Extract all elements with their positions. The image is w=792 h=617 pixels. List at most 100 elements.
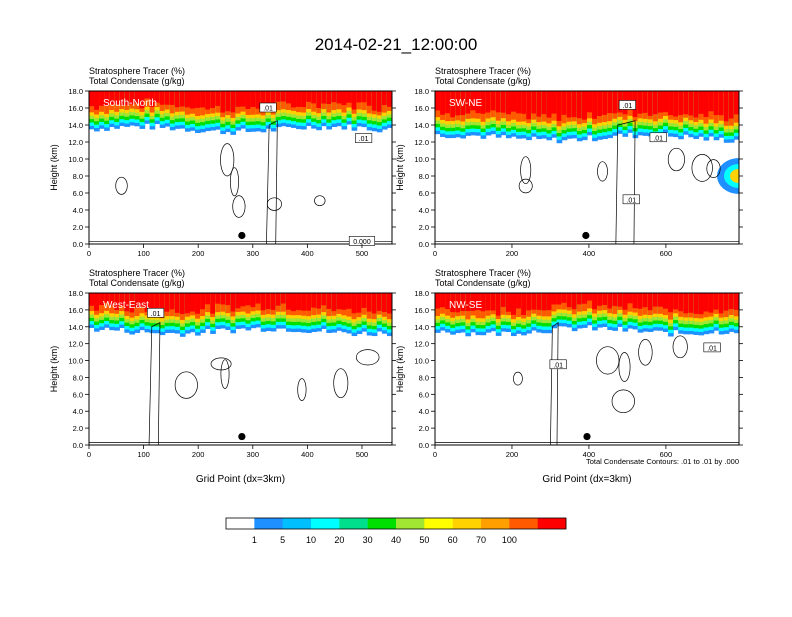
y-tick-label: 4.0 (73, 407, 83, 416)
panel-header-condensate: Total Condensate (g/kg) (435, 278, 531, 288)
plot-area (435, 91, 739, 244)
panel-header-condensate: Total Condensate (g/kg) (435, 76, 531, 86)
x-tick-label: 400 (301, 450, 314, 459)
y-tick-label: 16.0 (414, 104, 429, 113)
y-tick-label: 18.0 (68, 289, 83, 298)
y-axis-label: Height (km) (49, 346, 59, 393)
colorbar-swatch (424, 518, 453, 529)
x-tick-label: 300 (247, 249, 260, 258)
contour-label: 0.000 (353, 239, 371, 246)
plot-area (435, 293, 739, 445)
y-tick-label: 0.0 (419, 240, 429, 249)
contour-label: .01 (263, 106, 273, 113)
colorbar-label: 5 (280, 535, 285, 545)
y-axis-label: Height (km) (395, 346, 405, 393)
x-tick-label: 0 (87, 249, 91, 258)
colorbar-swatch (367, 518, 397, 529)
panel-header-tracer: Stratosphere Tracer (%) (89, 268, 185, 278)
colorbar-swatch (254, 518, 283, 529)
figure-title: 2014-02-21_12:00:00 (315, 35, 478, 54)
y-tick-label: 18.0 (68, 87, 83, 96)
location-marker (238, 432, 246, 441)
y-tick-label: 10.0 (68, 155, 83, 164)
y-tick-label: 12.0 (68, 340, 83, 349)
y-tick-label: 12.0 (68, 138, 83, 147)
y-tick-label: 4.0 (419, 206, 429, 215)
x-tick-label: 500 (356, 450, 369, 459)
x-tick-label: 200 (506, 249, 519, 258)
colorbar-frame (225, 517, 567, 530)
colorbar-label: 100 (502, 535, 517, 545)
panel-frame (88, 292, 393, 446)
x-tick-label: 100 (137, 249, 150, 258)
condensate-contours (435, 120, 739, 244)
x-tick-label: 500 (356, 249, 369, 258)
condensate-contours (89, 321, 392, 445)
location-marker (238, 231, 246, 240)
contour-label-box (622, 194, 640, 205)
panel-header-tracer: Stratosphere Tracer (%) (435, 66, 531, 76)
contour-label: .01 (553, 362, 563, 369)
y-tick-label: 16.0 (68, 104, 83, 113)
contour-label-box (649, 132, 667, 143)
x-tick-label: 600 (660, 450, 673, 459)
colorbar-label: 40 (391, 535, 401, 545)
x-axis-label: Grid Point (dx=3km) (196, 474, 285, 485)
panel-label: South-North (103, 98, 157, 109)
y-tick-label: 4.0 (73, 206, 83, 215)
contour-label-box (549, 359, 567, 370)
y-tick-label: 18.0 (414, 87, 429, 96)
contour-label-box (147, 307, 165, 318)
contour-label: .01 (626, 197, 636, 204)
contour-label-box (703, 342, 721, 353)
y-tick-label: 4.0 (419, 407, 429, 416)
y-tick-label: 6.0 (73, 189, 83, 198)
contour-label-box (259, 102, 277, 113)
plot-area (89, 91, 392, 244)
location-marker (583, 432, 591, 441)
panel-header-tracer: Stratosphere Tracer (%) (435, 268, 531, 278)
condensate-contours (435, 321, 739, 445)
y-tick-label: 8.0 (73, 373, 83, 382)
y-tick-label: 14.0 (414, 323, 429, 332)
location-marker (582, 231, 590, 240)
panel-label: SW-NE (449, 98, 482, 109)
x-tick-label: 0 (87, 450, 91, 459)
condensate-contours (89, 120, 392, 244)
y-tick-label: 16.0 (68, 306, 83, 315)
x-tick-label: 200 (192, 450, 205, 459)
y-tick-label: 2.0 (73, 424, 83, 433)
x-tick-label: 200 (506, 450, 519, 459)
x-axis-label: Grid Point (dx=3km) (542, 474, 631, 485)
colorbar-label: 1 (252, 535, 257, 545)
contour-label: .01 (359, 136, 369, 143)
panel-nw-se: Stratosphere Tracer (%)Total Condensate … (395, 268, 743, 485)
colorbar: 1 5 10 20 30 40 50 60 70 100 (225, 517, 567, 545)
y-tick-label: 6.0 (419, 189, 429, 198)
contour-label: .01 (623, 103, 633, 110)
x-tick-label: 0 (433, 450, 437, 459)
x-tick-label: 600 (660, 249, 673, 258)
colorbar-swatch (509, 518, 538, 529)
x-tick-label: 100 (137, 450, 150, 459)
y-axis-label: Height (km) (49, 144, 59, 191)
colorbar-label: 30 (363, 535, 373, 545)
colorbar-label: 70 (476, 535, 486, 545)
colorbar-swatch (481, 518, 510, 529)
colorbar-label: 60 (448, 535, 458, 545)
panel-header-condensate: Total Condensate (g/kg) (89, 278, 185, 288)
y-tick-label: 2.0 (419, 223, 429, 232)
y-tick-label: 18.0 (414, 289, 429, 298)
y-tick-label: 10.0 (414, 155, 429, 164)
colorbar-label: 10 (306, 535, 316, 545)
colorbar-swatch (226, 518, 255, 529)
y-tick-label: 12.0 (414, 138, 429, 147)
colorbar-label: 20 (334, 535, 344, 545)
y-tick-label: 2.0 (419, 424, 429, 433)
y-tick-label: 14.0 (414, 121, 429, 130)
y-tick-label: 8.0 (419, 373, 429, 382)
contour-label: .01 (151, 311, 161, 318)
panel-frame (88, 90, 393, 245)
y-tick-label: 0.0 (73, 240, 83, 249)
